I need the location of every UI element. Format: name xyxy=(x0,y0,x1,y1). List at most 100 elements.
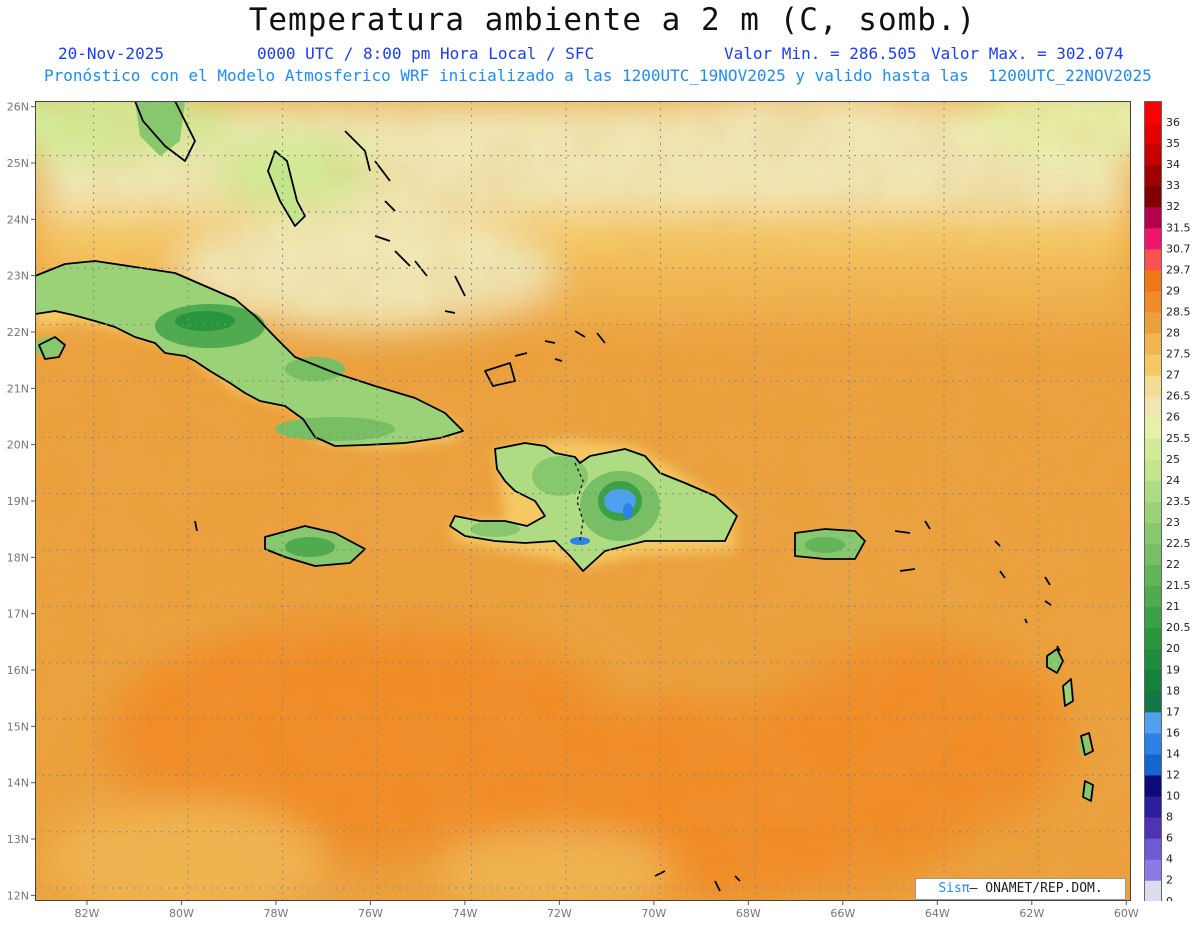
colorbar-swatch xyxy=(1145,880,1161,901)
lat-label: 25N xyxy=(7,157,29,170)
colorbar-label: 2 xyxy=(1166,874,1173,887)
colorbar-label: 27.5 xyxy=(1166,348,1191,361)
colorbar-swatch xyxy=(1145,817,1161,840)
lat-label: 12N xyxy=(7,889,29,902)
lat-label: 16N xyxy=(7,664,29,677)
colorbar-label: 22.5 xyxy=(1166,537,1191,550)
lat-label: 24N xyxy=(7,213,29,226)
lat-label: 26N xyxy=(7,101,29,114)
colorbar-swatch xyxy=(1145,123,1161,145)
model-info: Pronóstico con el Modelo Atmosferico WRF… xyxy=(44,66,1152,85)
lat-label: 13N xyxy=(7,833,29,846)
colorbar-label: 17 xyxy=(1166,705,1180,718)
colorbar-label: 33 xyxy=(1166,179,1180,192)
lat-label: 17N xyxy=(7,608,29,621)
colorbar-label: 30.7 xyxy=(1166,242,1191,255)
colorbar-swatch xyxy=(1145,607,1161,629)
colorbar-label: 4 xyxy=(1166,853,1173,866)
colorbar-label: 31.5 xyxy=(1166,221,1191,234)
colorbar-label: 25.5 xyxy=(1166,432,1191,445)
colorbar-swatch xyxy=(1145,733,1161,755)
lon-label: 64W xyxy=(925,907,950,920)
lon-label: 68W xyxy=(736,907,761,920)
colorbar-label: 23.5 xyxy=(1166,495,1191,508)
lon-label: 66W xyxy=(830,907,855,920)
colorbar-swatch xyxy=(1145,796,1161,819)
max-value: Valor Max. = 302.074 xyxy=(931,44,1124,63)
lat-label: 21N xyxy=(7,382,29,395)
colorbar-label: 36 xyxy=(1166,116,1180,129)
colorbar-label: 26 xyxy=(1166,411,1180,424)
map-axes: 82W 80W 78W 76W 74W 72W 70W 68W 66W 64W 62W 60W 26N 2… xyxy=(7,101,1139,920)
colorbar-swatch xyxy=(1145,838,1161,861)
min-value: Valor Min. = 286.505 xyxy=(724,44,917,63)
colorbar-swatch xyxy=(1145,417,1161,440)
colorbar-swatch xyxy=(1145,102,1161,124)
colorbar-swatch xyxy=(1145,565,1161,587)
lon-label: 80W xyxy=(169,907,194,920)
colorbar-swatch xyxy=(1145,249,1161,271)
graticule xyxy=(35,101,1131,901)
coastlines xyxy=(35,101,1094,892)
map-frame xyxy=(35,101,1131,901)
lat-label: 18N xyxy=(7,551,29,564)
colorbar-swatch xyxy=(1145,754,1161,777)
colorbar-swatch xyxy=(1145,270,1161,292)
colorbar-swatch xyxy=(1145,859,1161,882)
colorbar-label: 25 xyxy=(1166,453,1180,466)
colorbar-swatch xyxy=(1145,543,1161,566)
pi-symbol: π xyxy=(961,881,970,896)
colorbar-label: 35 xyxy=(1166,137,1180,150)
lon-label: 82W xyxy=(75,907,100,920)
colorbar-swatch xyxy=(1145,291,1161,313)
colorbar-label: 14 xyxy=(1166,747,1180,760)
colorbar: 363534333231.530.729.72928.52827.52726.5… xyxy=(1144,101,1191,901)
lon-label: 76W xyxy=(358,907,383,920)
colorbar-swatch xyxy=(1145,649,1161,671)
colorbar-swatch xyxy=(1145,501,1161,524)
colorbar-label: 8 xyxy=(1166,811,1173,824)
colorbar-swatch xyxy=(1145,228,1161,250)
colorbar-swatch xyxy=(1145,522,1161,545)
colorbar-label: 10 xyxy=(1166,790,1180,803)
colorbar-label: 16 xyxy=(1166,726,1180,739)
colorbar-label: 22 xyxy=(1166,558,1180,571)
colorbar-label: 28.5 xyxy=(1166,305,1191,318)
colorbar-swatch xyxy=(1145,691,1161,713)
colorbar-label: 20 xyxy=(1166,642,1180,655)
colorbar-label: 19 xyxy=(1166,663,1180,676)
credit-prefix: Sis xyxy=(938,881,962,896)
colorbar-swatch xyxy=(1145,186,1161,208)
lat-label: 20N xyxy=(7,439,29,452)
colorbar-swatch xyxy=(1145,586,1161,608)
lon-label: 62W xyxy=(1019,907,1044,920)
colorbar-swatch xyxy=(1145,375,1161,398)
colorbar-label: 23 xyxy=(1166,516,1180,529)
credit-logo: Sisπ– ONAMET/REP.DOM. xyxy=(915,878,1126,900)
colorbar-label: 34 xyxy=(1166,158,1180,171)
colorbar-swatch xyxy=(1145,712,1161,734)
colorbar-label: 21 xyxy=(1166,600,1180,613)
colorbar-swatch xyxy=(1145,207,1161,229)
lon-label: 78W xyxy=(263,907,288,920)
colorbar-swatch xyxy=(1145,670,1161,692)
colorbar-label: 21.5 xyxy=(1166,579,1191,592)
credit-suffix: – ONAMET/REP.DOM. xyxy=(969,881,1103,896)
colorbar-label: 12 xyxy=(1166,769,1180,782)
lon-label: 72W xyxy=(547,907,572,920)
colorbar-swatch xyxy=(1145,459,1161,482)
lat-label: 14N xyxy=(7,777,29,790)
colorbar-swatch xyxy=(1145,333,1161,356)
colorbar-swatch xyxy=(1145,165,1161,187)
colorbar-swatch xyxy=(1145,480,1161,503)
chart-title: Temperatura ambiente a 2 m (C, somb.) xyxy=(248,2,977,38)
colorbar-label: 24 xyxy=(1166,474,1180,487)
colorbar-label: 27 xyxy=(1166,369,1180,382)
lat-label: 23N xyxy=(7,270,29,283)
colorbar-label: 20.5 xyxy=(1166,621,1191,634)
colorbar-label: 28 xyxy=(1166,327,1180,340)
colorbar-swatch xyxy=(1145,438,1161,461)
colorbar-swatch xyxy=(1145,396,1161,419)
colorbar-label: 6 xyxy=(1166,832,1173,845)
lat-label: 15N xyxy=(7,720,29,733)
